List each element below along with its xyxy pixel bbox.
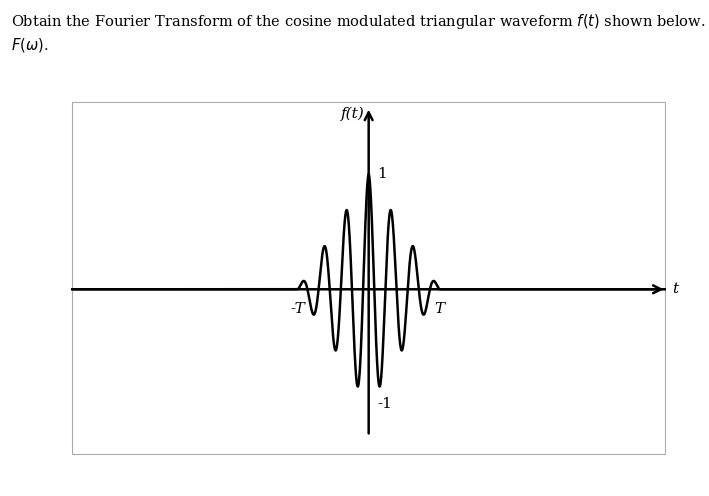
- Text: -1: -1: [377, 397, 392, 412]
- Text: t: t: [672, 282, 679, 296]
- Text: -T: -T: [291, 302, 305, 316]
- Text: Obtain the Fourier Transform of the cosine modulated triangular waveform $f(t)$ : Obtain the Fourier Transform of the cosi…: [11, 12, 709, 31]
- Text: $F(\omega)$.: $F(\omega)$.: [11, 36, 48, 54]
- Text: f(t): f(t): [342, 107, 365, 121]
- Text: T: T: [435, 302, 445, 316]
- Text: 1: 1: [377, 167, 387, 181]
